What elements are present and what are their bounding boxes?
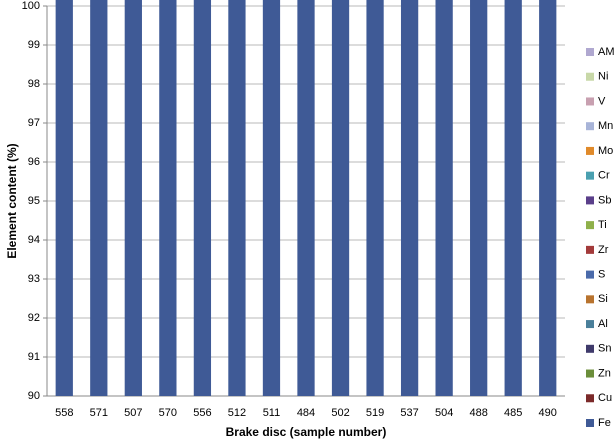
legend-label: V (598, 95, 606, 107)
legend-label: Si (598, 293, 608, 305)
y-tick-label: 96 (28, 156, 40, 168)
legend-swatch (586, 270, 594, 279)
legend-label: Zn (598, 367, 611, 379)
legend-label: Ni (598, 71, 608, 83)
legend-swatch (586, 72, 594, 81)
bar-segment (90, 0, 108, 396)
legend-label: S (598, 269, 605, 281)
bar-segment (435, 0, 453, 396)
y-tick-label: 91 (28, 351, 40, 363)
bar-segment (193, 0, 212, 396)
bar-segment (228, 0, 246, 396)
legend-swatch (586, 369, 594, 378)
x-tick-label: 556 (193, 407, 211, 419)
x-tick-label: 570 (159, 407, 177, 419)
legend-swatch (586, 320, 594, 329)
x-tick-label: 490 (539, 407, 557, 419)
bar-segment (400, 0, 419, 396)
y-tick-label: 93 (28, 273, 40, 285)
x-tick-label: 571 (90, 407, 108, 419)
bar-segment (366, 0, 384, 396)
legend-swatch (586, 122, 594, 131)
legend-swatch (586, 295, 594, 304)
bar-segment (470, 0, 488, 396)
legend-label: Cr (598, 170, 610, 182)
legend-label: Sn (598, 343, 611, 355)
legend-swatch (586, 97, 594, 106)
x-axis-title: Brake disc (sample number) (226, 425, 387, 439)
x-tick-label: 485 (504, 407, 522, 419)
legend-swatch (586, 196, 594, 205)
y-tick-label: 90 (28, 390, 40, 402)
legend-label: Fe (598, 417, 611, 429)
legend-swatch (586, 146, 594, 155)
bar-segment (331, 0, 350, 396)
bar-segment (159, 0, 177, 396)
x-tick-label: 484 (297, 407, 315, 419)
x-tick-label: 511 (263, 407, 281, 419)
legend-swatch (586, 419, 594, 427)
x-tick-label: 502 (331, 407, 349, 419)
y-tick-label: 99 (28, 39, 40, 51)
x-tick-label: 537 (400, 407, 418, 419)
x-tick-label: 507 (124, 407, 142, 419)
legend-swatch (586, 245, 594, 254)
y-tick-label: 92 (28, 312, 40, 324)
y-tick-label: 97 (28, 117, 40, 129)
legend-label: Ti (598, 219, 607, 231)
legend-label: Mn (598, 120, 613, 132)
legend-swatch (586, 394, 594, 403)
x-tick-label: 519 (366, 407, 384, 419)
legend-swatch (586, 171, 594, 180)
legend-label: AM (598, 46, 615, 58)
y-tick-label: 100 (22, 0, 40, 12)
legend-swatch (586, 344, 594, 353)
legend-label: Mo (598, 145, 613, 157)
legend-label: Al (598, 318, 608, 330)
x-tick-label: 558 (55, 407, 73, 419)
y-tick-label: 94 (28, 234, 40, 246)
bar-segment (504, 0, 522, 396)
legend-swatch (586, 48, 594, 56)
bar-segment (55, 0, 73, 396)
x-tick-label: 488 (469, 407, 487, 419)
bar-segment (262, 0, 281, 396)
legend-label: Cu (598, 392, 612, 404)
x-tick-label: 512 (228, 407, 246, 419)
legend-label: Sb (598, 194, 611, 206)
legend-swatch (586, 221, 594, 230)
bar-segment (297, 0, 315, 396)
y-axis-title: Element content (%) (5, 143, 19, 258)
y-tick-label: 95 (28, 195, 40, 207)
y-tick-label: 98 (28, 78, 40, 90)
bar-segment (539, 0, 557, 396)
legend-label: Zr (598, 244, 609, 256)
bar-segment (124, 0, 142, 396)
x-tick-label: 504 (435, 407, 453, 419)
